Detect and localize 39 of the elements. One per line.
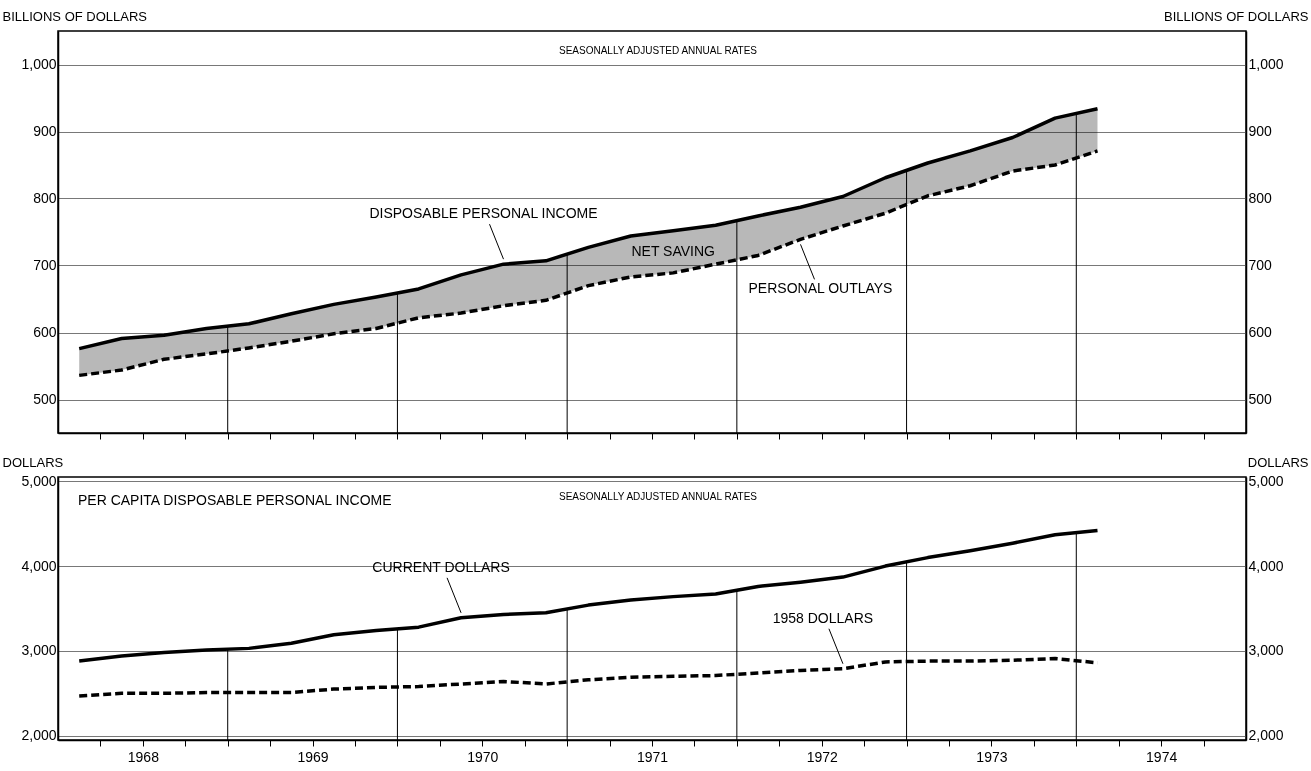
y2-tick-label: 500 xyxy=(1248,391,1273,407)
y2-tick-label: 4,000 xyxy=(1248,557,1284,574)
annotation: PERSONAL OUTLAYS xyxy=(748,280,893,297)
y-tick-label: 3,000 xyxy=(21,642,57,659)
x-tick-label: 1974 xyxy=(1146,748,1178,765)
y-tick-label: 500 xyxy=(33,391,57,407)
y2-tick-label: 900 xyxy=(1248,123,1273,139)
x-tick-label: 1968 xyxy=(127,748,160,765)
y-tick-label: 2,000 xyxy=(21,727,57,744)
y-axis-title: BILLIONS OF DOLLARS xyxy=(2,8,148,24)
y2-tick-label: 600 xyxy=(1248,324,1273,340)
y-tick-label: 800 xyxy=(33,190,57,206)
y-axis-title: DOLLARS xyxy=(2,454,64,470)
annotation: CURRENT DOLLARS xyxy=(372,558,510,575)
annotation: 1958 DOLLARS xyxy=(772,609,874,626)
y2-axis-title: BILLIONS OF DOLLARS xyxy=(1164,8,1309,24)
y2-tick-label: 1,000 xyxy=(1248,56,1284,72)
y-tick-label: 900 xyxy=(33,123,57,139)
y-tick-label: 600 xyxy=(33,324,57,340)
x-tick-label: 1969 xyxy=(297,748,329,765)
x-tick-label: 1970 xyxy=(467,748,499,765)
y-tick-label: 4,000 xyxy=(21,557,57,574)
x-tick-label: 1973 xyxy=(976,748,1008,765)
x-tick-label: 1971 xyxy=(636,748,669,765)
y2-tick-label: 800 xyxy=(1248,190,1273,206)
y-tick-label: 5,000 xyxy=(21,472,57,489)
y2-tick-label: 3,000 xyxy=(1248,642,1284,659)
y2-tick-label: 5,000 xyxy=(1248,472,1284,489)
annotation: SEASONALLY ADJUSTED ANNUAL RATES xyxy=(558,491,758,502)
y-tick-label: 700 xyxy=(33,257,57,273)
y2-tick-label: 2,000 xyxy=(1248,727,1284,744)
annotation: NET SAVING xyxy=(631,242,715,259)
y2-axis-title: DOLLARS xyxy=(1247,454,1309,470)
y-tick-label: 1,000 xyxy=(21,56,57,72)
x-tick-label: 1972 xyxy=(806,748,838,765)
text: PER CAPITA DISPOSABLE PERSONAL INCOME xyxy=(78,492,392,508)
annotation: SEASONALLY ADJUSTED ANNUAL RATES xyxy=(558,45,758,56)
annotation: DISPOSABLE PERSONAL INCOME xyxy=(369,205,598,222)
y2-tick-label: 700 xyxy=(1248,257,1273,273)
